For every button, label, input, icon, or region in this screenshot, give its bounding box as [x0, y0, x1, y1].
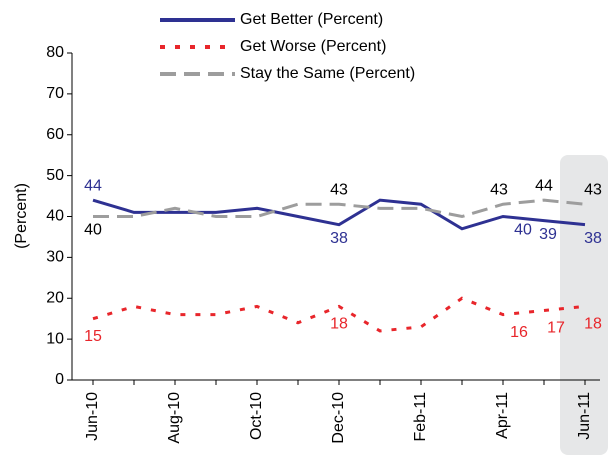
data-label: 40 — [514, 222, 532, 239]
data-label: 38 — [584, 230, 602, 247]
data-label: 18 — [330, 316, 348, 333]
y-axis-title: (Percent) — [13, 183, 30, 249]
data-label: 43 — [330, 181, 348, 198]
data-label: 17 — [547, 320, 565, 337]
y-tick-label: 80 — [46, 44, 64, 61]
legend-label: Stay the Same (Percent) — [240, 65, 415, 82]
x-tick-label: Dec-10 — [330, 392, 347, 444]
x-tick-label: Jun-11 — [576, 392, 593, 440]
data-label: 43 — [584, 181, 602, 198]
legend-label: Get Worse (Percent) — [240, 38, 386, 55]
x-tick-label: Oct-10 — [248, 392, 265, 440]
data-label: 44 — [535, 177, 553, 194]
data-label: 44 — [84, 177, 102, 194]
x-tick-label: Feb-11 — [412, 392, 429, 442]
data-label: 38 — [330, 230, 348, 247]
data-label: 43 — [490, 181, 508, 198]
series-line — [92, 198, 586, 231]
data-label: 16 — [510, 324, 528, 341]
data-label: 18 — [584, 316, 602, 333]
x-tick-label: Aug-10 — [166, 392, 183, 444]
series-line — [93, 198, 586, 219]
y-tick-label: 30 — [46, 249, 64, 266]
data-label: 40 — [84, 222, 102, 239]
y-tick-label: 0 — [55, 371, 64, 388]
x-tick-label: Apr-11 — [494, 392, 511, 439]
data-label: 15 — [84, 328, 102, 345]
y-tick-label: 40 — [46, 208, 64, 225]
series-line — [92, 296, 586, 333]
legend-label: Get Better (Percent) — [240, 11, 383, 28]
y-tick-label: 20 — [46, 289, 64, 306]
y-tick-label: 70 — [46, 85, 64, 102]
y-tick-label: 50 — [46, 167, 64, 184]
data-label: 39 — [539, 226, 557, 243]
y-tick-label: 10 — [46, 330, 64, 347]
x-tick-label: Jun-10 — [84, 392, 101, 441]
y-tick-label: 60 — [46, 126, 64, 143]
